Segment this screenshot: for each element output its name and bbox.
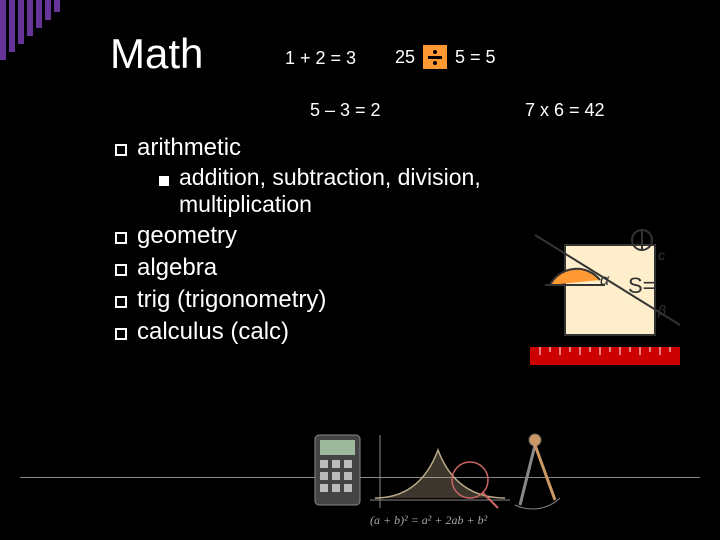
calculus-illustration: (a + b)² = a² + 2ab + b² [310, 420, 570, 530]
bullet-text: geometry [137, 222, 237, 250]
equation-subtraction: 5 – 3 = 2 [310, 100, 381, 121]
bullet-text: addition, subtraction, division, multipl… [179, 164, 575, 218]
bullet-geometry: geometry [115, 222, 575, 250]
eq-division-right: 5 = 5 [455, 47, 496, 68]
equation-addition: 1 + 2 = 3 [285, 48, 356, 69]
equation-multiplication: 7 x 6 = 42 [525, 100, 605, 121]
subbullet-operations: addition, subtraction, division, multipl… [159, 164, 575, 218]
bullet-arithmetic: arithmetic [115, 134, 575, 162]
slide-title: Math [110, 30, 203, 78]
division-icon [423, 45, 447, 69]
bullet-text: algebra [137, 254, 217, 282]
bullet-icon [115, 144, 127, 156]
bullet-text: trig (trigonometry) [137, 286, 326, 314]
svg-text:α: α [600, 272, 610, 289]
bullet-text: arithmetic [137, 134, 241, 162]
bullet-icon [115, 264, 127, 276]
geometry-illustration: α S= β c [530, 225, 685, 365]
bullet-icon [115, 232, 127, 244]
bullet-icon [115, 328, 127, 340]
corner-decoration [0, 0, 60, 60]
eq-division-left: 25 [395, 47, 415, 68]
ruler-icon [530, 347, 680, 365]
bullet-calculus: calculus (calc) [115, 318, 575, 346]
bullet-trig: trig (trigonometry) [115, 286, 575, 314]
bullet-icon [159, 176, 169, 186]
bullet-text: calculus (calc) [137, 318, 289, 346]
bullet-icon [115, 296, 127, 308]
formula-text: (a + b)² = a² + 2ab + b² [370, 513, 487, 528]
equation-division: 25 5 = 5 [395, 45, 496, 69]
bullet-list: arithmetic addition, subtraction, divisi… [115, 130, 575, 346]
svg-text:c: c [658, 247, 665, 263]
bullet-algebra: algebra [115, 254, 575, 282]
svg-text:β: β [657, 302, 666, 318]
svg-text:S=: S= [628, 273, 656, 298]
